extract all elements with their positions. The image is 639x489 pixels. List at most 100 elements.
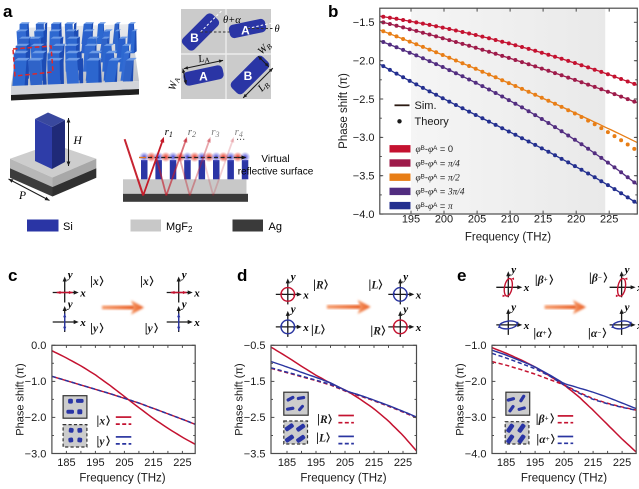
svg-text:|x: |x — [140, 276, 149, 288]
svg-text:195: 195 — [307, 457, 325, 469]
svg-text:|y: |y — [145, 323, 154, 335]
svg-text:|R: |R — [370, 325, 381, 337]
svg-text:y: y — [66, 299, 73, 311]
svg-text:210: 210 — [501, 214, 519, 226]
svg-text:y: y — [180, 299, 187, 311]
svg-text:φB-φA = π/4: φB-φA = π/4 — [416, 158, 461, 169]
svg-text:...: ... — [236, 131, 245, 143]
svg-text:Phase shift (π): Phase shift (π) — [338, 73, 350, 149]
svg-text:θ: θ — [275, 24, 280, 35]
svg-text:d: d — [237, 266, 247, 285]
svg-text:195: 195 — [526, 457, 544, 469]
svg-text:x: x — [79, 317, 86, 329]
svg-text:φB-φA = 0: φB-φA = 0 — [416, 144, 454, 155]
svg-text:195: 195 — [402, 214, 420, 226]
svg-text:x: x — [523, 320, 530, 332]
svg-text:215: 215 — [584, 457, 602, 469]
svg-text:Sim.: Sim. — [415, 100, 437, 112]
svg-text:x: x — [302, 322, 309, 334]
svg-text:r1: r1 — [165, 126, 173, 139]
svg-text:225: 225 — [600, 214, 618, 226]
svg-text:x: x — [79, 287, 86, 299]
svg-text:−3.5: −3.5 — [244, 448, 266, 460]
svg-text:−4.0: −4.0 — [465, 448, 487, 460]
svg-text:−2.0: −2.0 — [353, 56, 375, 68]
svg-text:Phase shift (π): Phase shift (π) — [234, 363, 246, 435]
svg-text:y: y — [180, 269, 187, 281]
svg-text:b: b — [328, 2, 338, 21]
svg-text:H: H — [73, 135, 83, 147]
svg-text:e: e — [457, 266, 466, 285]
svg-text:c: c — [8, 266, 17, 285]
svg-text:x: x — [193, 287, 200, 299]
svg-text:x: x — [523, 282, 530, 294]
svg-text:−4.0: −4.0 — [353, 209, 375, 221]
svg-text:LA: LA — [196, 52, 210, 66]
svg-text:−3.5: −3.5 — [353, 171, 375, 183]
svg-text:205: 205 — [336, 457, 354, 469]
svg-text:185: 185 — [57, 457, 75, 469]
svg-text:205: 205 — [555, 457, 573, 469]
svg-text:215: 215 — [534, 214, 552, 226]
svg-text:185: 185 — [497, 457, 515, 469]
svg-text:x: x — [636, 282, 639, 294]
svg-text:Virtual: Virtual — [261, 154, 289, 165]
svg-text:φB-φA = π: φB-φA = π — [416, 201, 453, 212]
svg-text:−1.5: −1.5 — [353, 17, 375, 29]
svg-text:Phase shift (π): Phase shift (π) — [15, 363, 27, 435]
svg-text:195: 195 — [86, 457, 104, 469]
svg-text:y: y — [401, 303, 408, 315]
svg-text:y: y — [289, 303, 296, 315]
svg-text:|L: |L — [311, 324, 321, 336]
svg-text:215: 215 — [365, 457, 383, 469]
svg-text:φB-φA = 3π/4: φB-φA = 3π/4 — [416, 187, 465, 198]
svg-text:x: x — [636, 320, 639, 332]
svg-text:y: y — [289, 271, 296, 283]
svg-text:A: A — [199, 70, 208, 84]
svg-text:r2: r2 — [188, 126, 196, 139]
svg-text:y: y — [66, 269, 73, 281]
svg-text:|x: |x — [96, 416, 105, 428]
svg-text:−2.5: −2.5 — [244, 412, 266, 424]
svg-text:|R: |R — [313, 279, 324, 291]
svg-text:P: P — [18, 190, 26, 202]
svg-text:x: x — [415, 289, 422, 301]
svg-text:205: 205 — [468, 214, 486, 226]
svg-text:225: 225 — [173, 457, 191, 469]
svg-text:Si: Si — [63, 221, 73, 233]
svg-text:|R: |R — [317, 414, 328, 426]
svg-text:0.0: 0.0 — [31, 340, 46, 352]
svg-text:−3.0: −3.0 — [465, 412, 487, 424]
svg-text:A: A — [241, 24, 250, 38]
svg-text:r4: r4 — [235, 126, 243, 139]
svg-text:220: 220 — [567, 214, 585, 226]
svg-text:y: y — [509, 301, 516, 313]
svg-text:−1.0: −1.0 — [25, 376, 47, 388]
svg-text:−1.5: −1.5 — [244, 376, 266, 388]
svg-text:a: a — [3, 2, 13, 21]
svg-text:y: y — [623, 264, 630, 276]
svg-text:|L: |L — [316, 432, 326, 444]
svg-text:|y: |y — [96, 436, 105, 448]
svg-text:−3.0: −3.0 — [25, 448, 47, 460]
svg-text:|x: |x — [90, 276, 99, 288]
svg-text:200: 200 — [435, 214, 453, 226]
svg-text:x: x — [415, 322, 422, 334]
svg-text:y: y — [623, 301, 630, 313]
svg-text:−2.0: −2.0 — [465, 376, 487, 388]
svg-text:r3: r3 — [211, 126, 219, 139]
svg-text:−2.5: −2.5 — [353, 94, 375, 106]
svg-text:y: y — [401, 271, 408, 283]
svg-text:x: x — [302, 289, 309, 301]
svg-text:185: 185 — [278, 457, 296, 469]
svg-text:215: 215 — [144, 457, 162, 469]
svg-text:−1.0: −1.0 — [465, 340, 487, 352]
svg-text:−0.5: −0.5 — [244, 340, 266, 352]
svg-text:225: 225 — [613, 457, 631, 469]
svg-text:225: 225 — [394, 457, 412, 469]
svg-text:Frequency (THz): Frequency (THz) — [465, 232, 551, 244]
svg-text:205: 205 — [115, 457, 133, 469]
svg-text:|L: |L — [368, 279, 378, 291]
svg-text:x: x — [193, 317, 200, 329]
svg-text:−3.0: −3.0 — [353, 132, 375, 144]
